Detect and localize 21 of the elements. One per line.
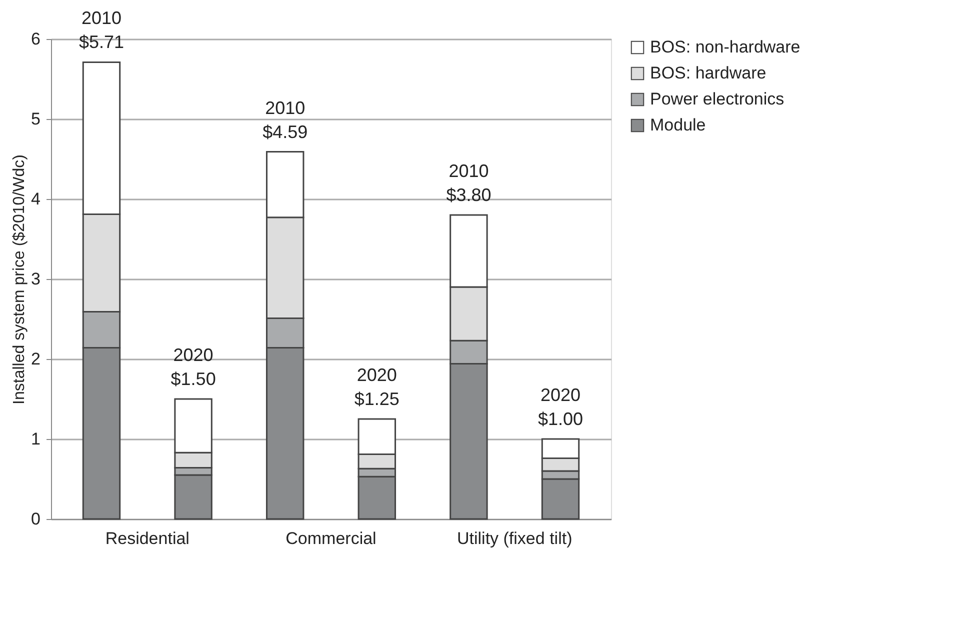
y-tick-label: 5 xyxy=(31,110,40,128)
text: Utility (fixed tilt) xyxy=(456,529,572,548)
y-tick-label: 2 xyxy=(31,350,40,368)
total-label: 2010 $5.71 xyxy=(78,8,124,52)
total-label: 2010 $3.80 xyxy=(446,161,492,205)
y-axis-title: Installed system price ($2010/Wdc) xyxy=(11,154,28,404)
y-tick-label: 1 xyxy=(31,430,40,448)
y-tick-label: 4 xyxy=(31,190,40,208)
y-tick-label: 3 xyxy=(31,270,40,288)
text: Commercial xyxy=(286,529,376,548)
total-label: 2010 $4.59 xyxy=(262,98,308,142)
total-label: 2020 $1.50 xyxy=(170,345,216,389)
legend-label: BOS: non-hardware xyxy=(650,38,800,56)
total-label: 2020 $1.00 xyxy=(538,385,584,429)
legend-label: BOS: hardware xyxy=(650,64,766,82)
legend-label: Power electronics xyxy=(650,90,784,108)
y-tick-label: 0 xyxy=(31,510,40,528)
total-label: 2020 $1.25 xyxy=(354,365,400,409)
text: Residential xyxy=(105,529,190,548)
legend-label: Module xyxy=(650,116,706,134)
y-tick-label: 6 xyxy=(31,30,40,48)
